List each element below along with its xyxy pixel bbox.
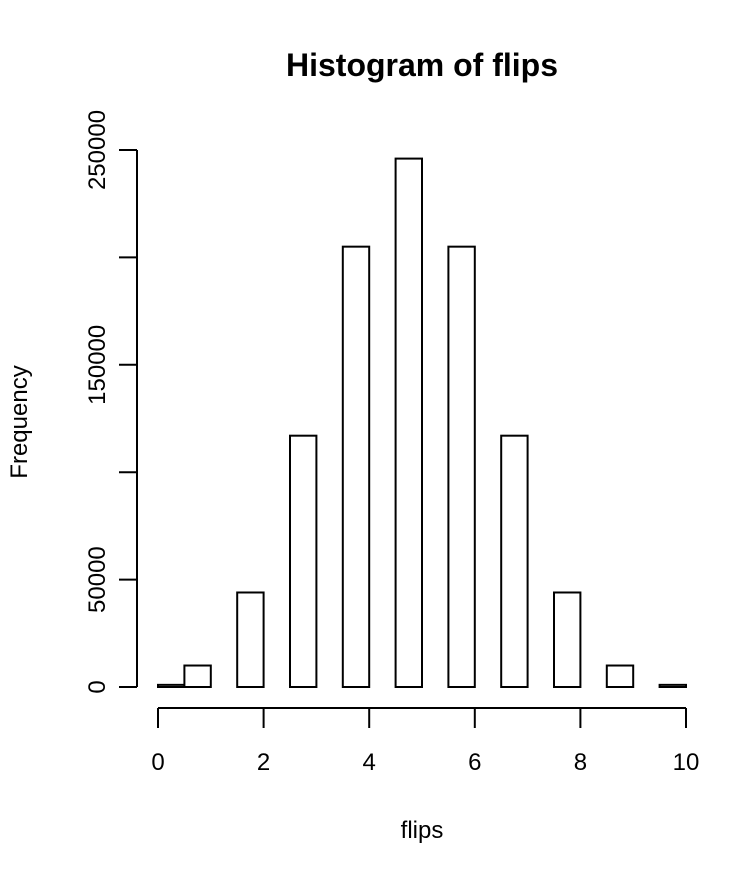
histogram-bar-11 <box>447 245 476 688</box>
x-axis-label: flips <box>401 817 444 844</box>
chart-title: Histogram of flips <box>286 47 558 83</box>
x-tick-label-4: 8 <box>574 749 587 776</box>
y-axis-label: Frequency <box>6 365 33 478</box>
x-axis: 0 2 4 6 8 10 <box>151 707 700 776</box>
y-tick-label-5: 250000 <box>84 110 111 190</box>
x-tick-label-1: 2 <box>257 749 270 776</box>
histogram-bar-19 <box>658 683 687 688</box>
histogram-bar-15 <box>553 591 582 688</box>
y-axis: 0 50000 150000 250000 <box>84 110 138 694</box>
x-tick-label-0: 0 <box>151 749 164 776</box>
histogram-bar-1 <box>183 664 212 689</box>
x-tick-label-5: 10 <box>673 749 700 776</box>
y-tick-label-1: 50000 <box>84 546 111 613</box>
bars-group <box>157 157 687 689</box>
x-tick-label-2: 4 <box>363 749 376 776</box>
x-tick-label-3: 6 <box>468 749 481 776</box>
histogram-bar-9 <box>394 157 424 689</box>
histogram-bar-7 <box>341 245 371 688</box>
histogram-bar-0 <box>157 683 186 688</box>
histogram-bar-5 <box>289 434 318 688</box>
histogram-bar-3 <box>236 591 265 688</box>
y-tick-label-3: 150000 <box>84 325 111 405</box>
histogram-bar-13 <box>500 434 529 688</box>
histogram-bar-17 <box>605 664 635 689</box>
y-tick-label-0: 0 <box>84 680 111 693</box>
